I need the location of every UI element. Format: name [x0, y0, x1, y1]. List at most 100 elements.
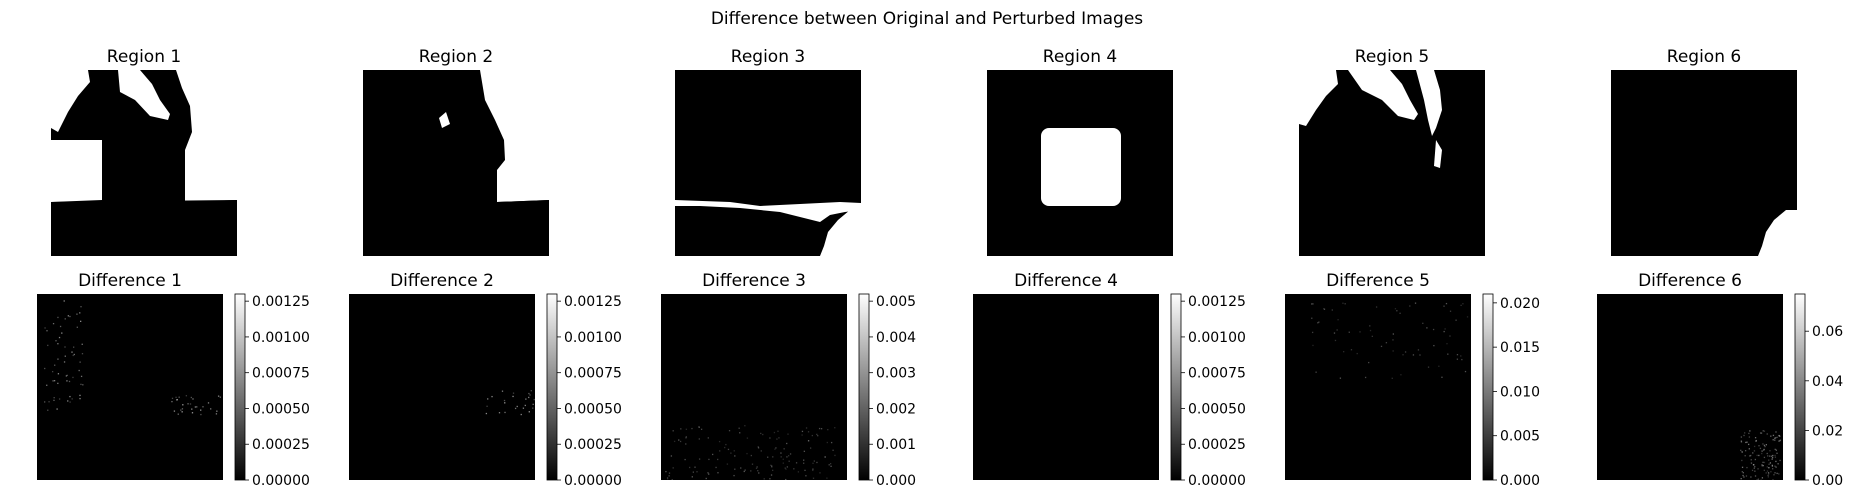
difference-speckle: [1753, 464, 1755, 466]
difference-speckle: [59, 325, 62, 328]
difference-1-panel: Difference 1: [37, 271, 223, 480]
difference-speckle: [1754, 475, 1757, 477]
region-3-panel: Region 3: [675, 47, 861, 256]
difference-speckle: [216, 410, 218, 412]
difference-speckle: [816, 461, 818, 464]
region-2-panel: Region 2: [363, 47, 549, 256]
difference-speckle: [181, 411, 183, 413]
difference-speckle: [1768, 459, 1770, 461]
difference-2-colorbar-tick-label: 0.00050: [564, 401, 622, 417]
difference-speckle: [1768, 467, 1770, 469]
difference-speckle: [1312, 344, 1314, 347]
difference-speckle: [1768, 463, 1770, 465]
difference-speckle: [180, 409, 182, 411]
difference-speckle: [1748, 448, 1750, 450]
difference-speckle: [44, 401, 46, 403]
difference-speckle: [1315, 371, 1317, 373]
difference-speckle: [1744, 450, 1747, 452]
difference-speckle: [1422, 322, 1424, 324]
difference-speckle: [1777, 463, 1779, 465]
difference-speckle: [76, 326, 78, 328]
difference-5-title: Difference 5: [1326, 271, 1430, 291]
difference-speckle: [66, 374, 68, 377]
difference-speckle: [58, 336, 61, 339]
difference-speckle: [73, 346, 75, 348]
difference-speckle: [1776, 472, 1778, 475]
difference-speckle: [1311, 303, 1313, 305]
difference-speckle: [1391, 377, 1393, 379]
difference-speckle: [666, 477, 669, 479]
difference-speckle: [1342, 302, 1344, 304]
difference-speckle: [1368, 361, 1370, 364]
difference-speckle: [1755, 440, 1757, 442]
difference-5-panel: Difference 5: [1285, 271, 1471, 480]
difference-speckle: [202, 406, 204, 408]
difference-speckle: [757, 470, 759, 472]
difference-speckle: [771, 466, 773, 468]
difference-speckle: [1426, 327, 1428, 329]
difference-speckle: [1761, 452, 1763, 455]
difference-speckle: [72, 376, 74, 379]
difference-speckle: [827, 428, 829, 431]
difference-speckle: [1774, 437, 1776, 439]
difference-speckle: [1775, 437, 1777, 439]
difference-speckle: [1774, 439, 1776, 441]
difference-speckle: [1462, 303, 1464, 305]
difference-speckle: [530, 390, 532, 392]
difference-speckle: [1443, 330, 1445, 333]
difference-speckle: [1740, 477, 1742, 480]
difference-speckle: [486, 405, 488, 407]
difference-speckle: [1767, 474, 1769, 477]
difference-speckle: [1369, 325, 1371, 327]
difference-speckle: [666, 479, 669, 481]
difference-speckle: [73, 353, 75, 356]
region-1-mask-silhouette: [51, 70, 90, 132]
difference-speckle: [1771, 464, 1773, 466]
difference-speckle: [1762, 464, 1764, 467]
region-5-mask-right: [1416, 70, 1442, 136]
difference-3-colorbar-tick-label: 0.003: [876, 366, 916, 382]
difference-speckle: [762, 433, 764, 436]
difference-speckle: [1744, 455, 1746, 457]
difference-speckle: [776, 438, 778, 440]
difference-1-image: [37, 294, 223, 480]
difference-speckle: [181, 408, 184, 410]
difference-speckle: [1742, 474, 1744, 477]
difference-1-colorbar: [234, 293, 246, 481]
difference-speckle: [1767, 455, 1769, 457]
difference-speckle: [750, 454, 752, 457]
difference-speckle: [700, 428, 703, 430]
difference-4-colorbar-tick-label: 0.00050: [1188, 401, 1246, 417]
difference-speckle: [786, 442, 788, 445]
difference-speckle: [772, 456, 774, 458]
difference-speckle: [56, 408, 58, 410]
difference-speckle: [1769, 462, 1772, 464]
difference-speckle: [671, 479, 673, 481]
difference-speckle: [61, 332, 63, 334]
difference-speckle: [679, 440, 682, 443]
difference-speckle: [678, 439, 680, 441]
difference-speckle: [1768, 467, 1770, 469]
figure-title: Difference between Original and Perturbe…: [711, 9, 1143, 29]
difference-speckle: [1778, 434, 1780, 437]
difference-speckle: [783, 448, 785, 450]
difference-speckle: [1414, 302, 1417, 304]
difference-speckle: [1460, 304, 1462, 307]
difference-6-panel: Difference 6: [1597, 271, 1783, 480]
difference-speckle: [1763, 456, 1766, 459]
region-2-title: Region 2: [419, 47, 493, 67]
difference-speckle: [1449, 335, 1451, 337]
difference-speckle: [1417, 349, 1420, 351]
difference-speckle: [728, 430, 731, 432]
difference-speckle: [1446, 343, 1448, 345]
difference-speckle: [1350, 349, 1353, 351]
difference-speckle: [1443, 305, 1445, 307]
difference-speckle: [1761, 450, 1763, 452]
difference-speckle: [1771, 468, 1774, 470]
difference-speckle: [1773, 474, 1775, 476]
difference-speckle: [76, 313, 78, 315]
difference-speckle: [194, 406, 197, 408]
difference-speckle: [730, 452, 732, 454]
difference-speckle: [705, 477, 707, 480]
